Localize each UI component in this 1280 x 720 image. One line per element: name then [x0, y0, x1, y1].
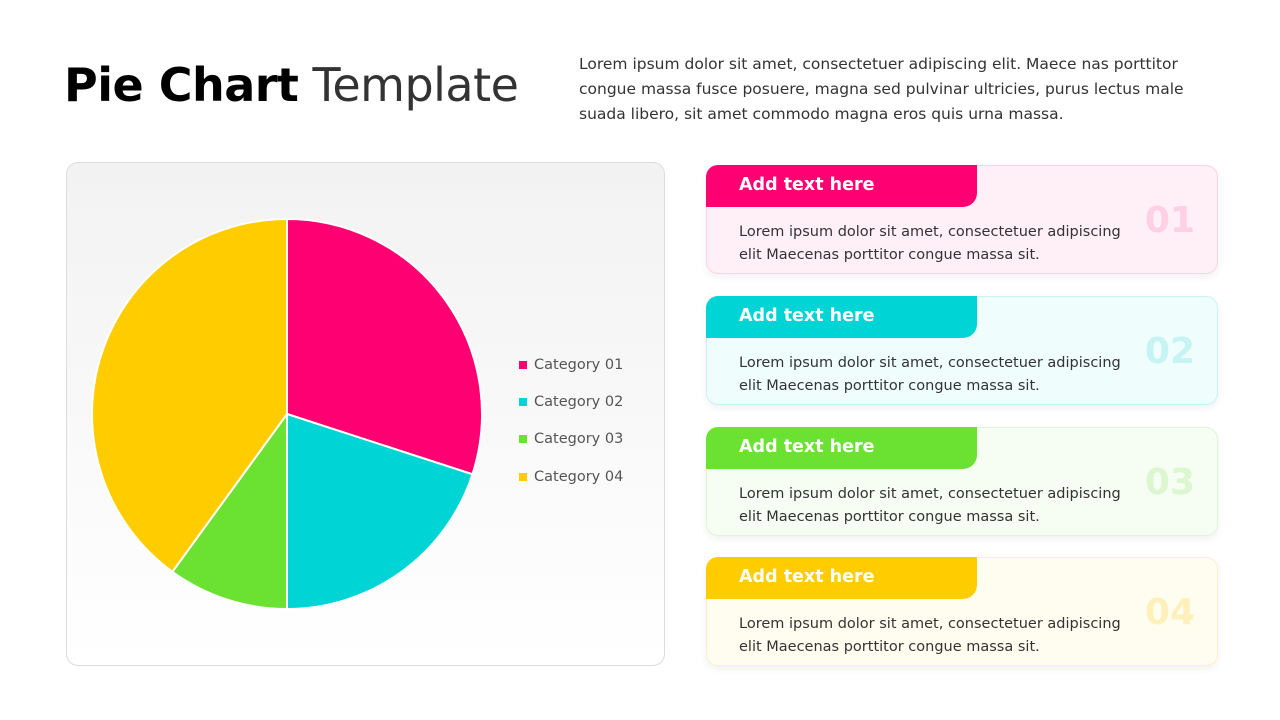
- card-number: 02: [1144, 331, 1195, 372]
- card-number: 04: [1144, 592, 1195, 633]
- intro-text: Lorem ipsum dolor sit amet, consectetuer…: [579, 55, 1184, 123]
- card-title: Add text here: [706, 165, 977, 207]
- legend-label: Category 04: [534, 468, 624, 485]
- legend-swatch: [519, 472, 527, 481]
- card-number: 01: [1144, 200, 1195, 241]
- pie-slice-1: [286, 217, 483, 476]
- legend-item: Category 02: [519, 383, 623, 420]
- legend-item: Category 03: [519, 421, 623, 458]
- chart-legend: Category 01 Category 02 Category 03 Categor…: [519, 346, 623, 495]
- legend-swatch: [519, 360, 527, 369]
- title-bold: Pie Chart: [64, 58, 299, 112]
- info-card-4: Add text here Lorem ipsum dolor sit amet…: [706, 557, 1218, 666]
- card-title: Add text here: [706, 427, 977, 469]
- card-number: 03: [1144, 462, 1195, 503]
- chart-panel: Category 01 Category 02 Category 03 Categor…: [66, 162, 665, 666]
- title-light: Template: [312, 58, 519, 112]
- card-title: Add text here: [706, 557, 977, 599]
- page-title: Pie Chart Template: [64, 58, 519, 112]
- legend-label: Category 02: [534, 393, 624, 410]
- info-card-1: Add text here Lorem ipsum dolor sit amet…: [706, 165, 1218, 274]
- legend-swatch: [519, 397, 527, 406]
- pie-chart: [91, 217, 483, 611]
- legend-label: Category 01: [534, 356, 624, 373]
- legend-item: Category 01: [519, 346, 623, 383]
- info-card-3: Add text here Lorem ipsum dolor sit amet…: [706, 427, 1218, 536]
- card-text: Lorem ipsum dolor sit amet, consectetuer…: [739, 616, 1121, 655]
- card-title: Add text here: [706, 296, 977, 338]
- pie-slice-2: [286, 412, 474, 611]
- legend-item: Category 04: [519, 458, 623, 495]
- card-text: Lorem ipsum dolor sit amet, consectetuer…: [739, 486, 1121, 525]
- info-card-2: Add text here Lorem ipsum dolor sit amet…: [706, 296, 1218, 405]
- legend-swatch: [519, 435, 527, 444]
- pie-slice-4: [91, 217, 288, 574]
- pie-slice-3: [170, 410, 288, 611]
- legend-label: Category 03: [534, 431, 624, 448]
- card-text: Lorem ipsum dolor sit amet, consectetuer…: [739, 355, 1121, 394]
- card-text: Lorem ipsum dolor sit amet, consectetuer…: [739, 224, 1121, 263]
